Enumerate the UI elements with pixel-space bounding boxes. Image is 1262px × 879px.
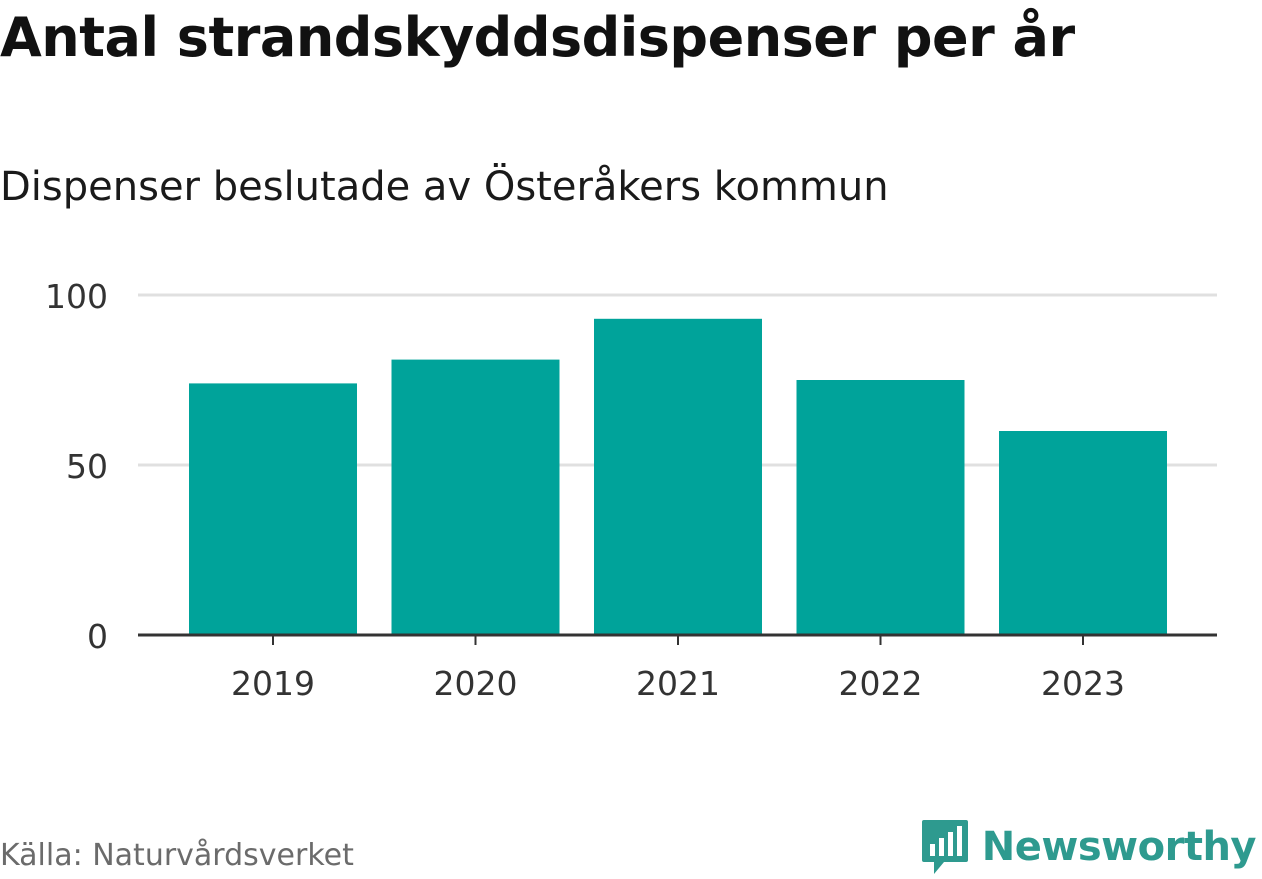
bars <box>189 318 1167 635</box>
y-tick-label: 50 <box>66 447 108 486</box>
bar-2020 <box>391 359 560 635</box>
bar-2021 <box>594 318 762 635</box>
x-tick-label: 2019 <box>231 664 315 703</box>
bar-2023 <box>999 431 1167 635</box>
x-tick-label: 2023 <box>1041 664 1125 703</box>
bar-2019 <box>189 383 357 635</box>
x-tick-label: 2022 <box>839 664 923 703</box>
brand-logo: Newsworthy <box>920 818 1257 876</box>
y-tick-label: 0 <box>87 617 108 656</box>
x-tick-label: 2021 <box>636 664 720 703</box>
chart-title: Antal strandskyddsdispenser per år <box>0 6 1075 69</box>
x-tick-label: 2020 <box>434 664 518 703</box>
bar-2022 <box>796 380 965 635</box>
x-axis-ticks: 2019 2020 2021 2022 2023 <box>231 635 1125 703</box>
brand-name: Newsworthy <box>981 824 1257 870</box>
newsworthy-logo-icon <box>921 820 968 874</box>
chart-subtitle: Dispenser beslutade av Österåkers kommun <box>0 164 889 210</box>
y-tick-label: 100 <box>45 277 108 316</box>
y-axis-ticks: 0 50 100 <box>45 277 108 656</box>
source-note: Källa: Naturvårdsverket <box>0 838 354 873</box>
bar-chart: 0 50 100 2019 2020 2021 2022 2023 <box>45 277 1217 703</box>
